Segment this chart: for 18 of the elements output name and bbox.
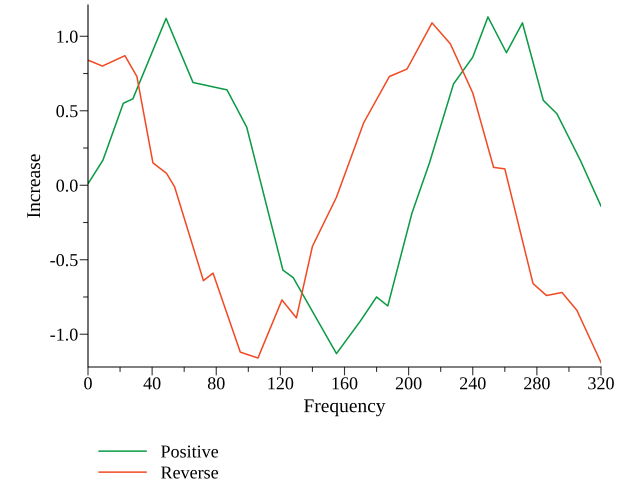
- x-tick-label: 40: [143, 377, 160, 390]
- x-tick-label: 120: [268, 377, 294, 390]
- y-tick-label: 1.0: [57, 30, 78, 43]
- legend-label: Positive: [161, 445, 218, 458]
- x-tick-label: 320: [588, 377, 614, 390]
- x-tick-label: 80: [208, 377, 225, 390]
- y-tick-label: -1.0: [50, 328, 78, 341]
- x-tick-label: 200: [396, 377, 422, 390]
- x-tick-label: 0: [84, 377, 92, 390]
- x-tick-label: 240: [460, 377, 486, 390]
- legend-label: Reverse: [161, 466, 218, 479]
- x-tick-label: 280: [524, 377, 550, 390]
- x-axis-title: Frequency: [304, 399, 386, 416]
- y-tick-label: 0.0: [56, 180, 78, 192]
- y-tick-label: -0.5: [50, 254, 78, 266]
- y-tick-label: 0.5: [56, 105, 78, 118]
- x-tick-label: 160: [332, 377, 358, 390]
- y-axis-title: Increase: [27, 154, 40, 218]
